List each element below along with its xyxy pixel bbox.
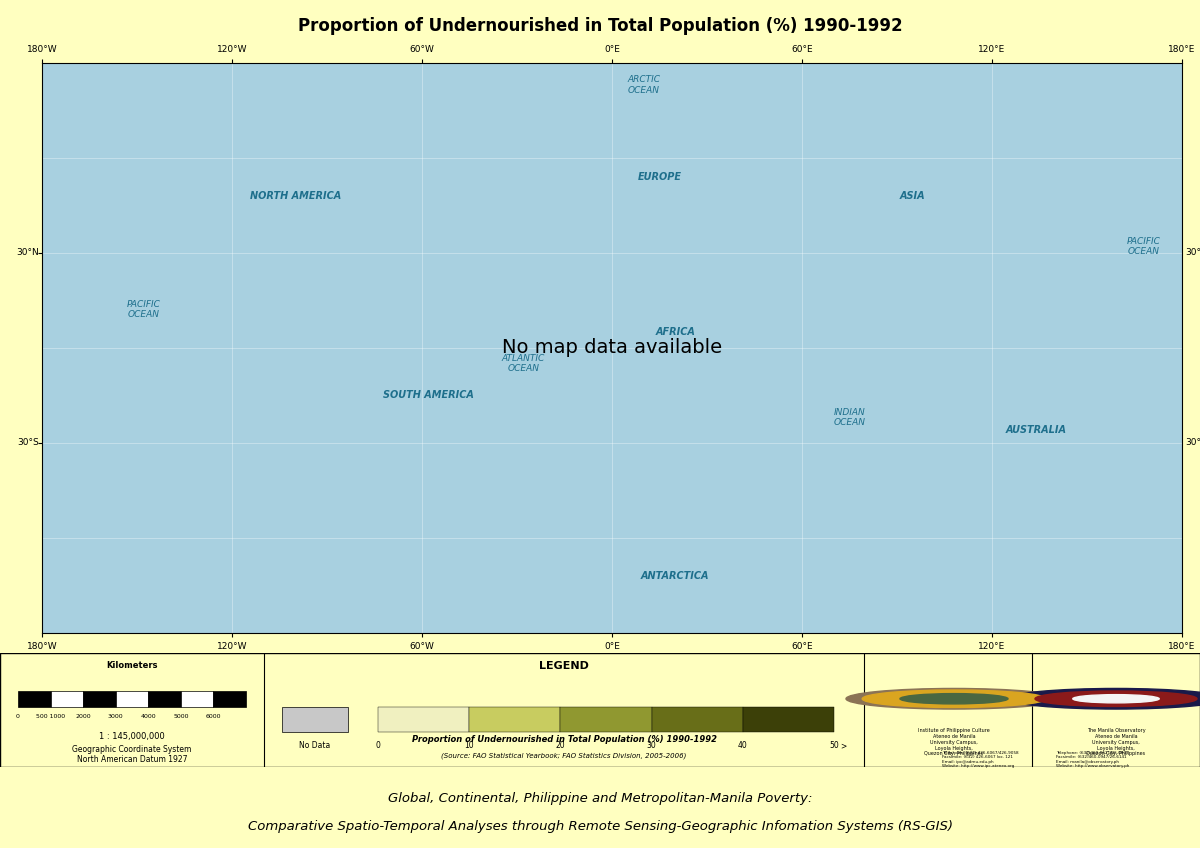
Text: 5000: 5000 — [173, 714, 188, 718]
Text: Telephone: (632) 426-6067/426-9058
Facsimile: (632) 426-6067 loc. 121
Email: ipc: Telephone: (632) 426-6067/426-9058 Facsi… — [942, 750, 1019, 768]
Text: AFRICA: AFRICA — [655, 326, 695, 337]
Text: 6000: 6000 — [205, 714, 221, 718]
Bar — [214, 691, 246, 706]
Bar — [50, 691, 83, 706]
Circle shape — [863, 690, 1046, 707]
Circle shape — [1073, 695, 1159, 703]
Text: 0: 0 — [376, 741, 380, 750]
Text: Proportion of Undernourished in Total Population (%) 1990-1992: Proportion of Undernourished in Total Po… — [298, 17, 902, 35]
Bar — [18, 691, 50, 706]
Text: Telephone: (632)460-9521/26-0837
Facsimile: (632)460-0947/26-6141
Email: manila@: Telephone: (632)460-9521/26-0837 Facsimi… — [1056, 750, 1129, 768]
Text: 30: 30 — [647, 741, 656, 750]
Bar — [282, 706, 348, 732]
Text: 30°N: 30°N — [1186, 248, 1200, 257]
Circle shape — [1034, 691, 1198, 706]
Text: ASIA: ASIA — [900, 191, 925, 201]
Text: PACIFIC
OCEAN: PACIFIC OCEAN — [1127, 237, 1160, 256]
Text: 20: 20 — [556, 741, 565, 750]
Bar — [181, 691, 214, 706]
Text: 500 1000: 500 1000 — [36, 714, 65, 718]
Circle shape — [900, 694, 1008, 704]
Text: No map data available: No map data available — [502, 338, 722, 357]
Text: SOUTH AMERICA: SOUTH AMERICA — [383, 390, 474, 400]
Text: 50: 50 — [829, 741, 839, 750]
Text: 1 : 145,000,000: 1 : 145,000,000 — [100, 732, 164, 741]
Text: ANTARCTICA: ANTARCTICA — [641, 571, 709, 581]
Text: 30°S: 30°S — [1186, 438, 1200, 447]
Text: EUROPE: EUROPE — [637, 171, 682, 181]
Text: 3000: 3000 — [108, 714, 124, 718]
Text: INDIAN
OCEAN: INDIAN OCEAN — [834, 408, 865, 427]
Text: Kilometers: Kilometers — [107, 661, 157, 670]
Bar — [83, 691, 115, 706]
Circle shape — [1008, 689, 1200, 709]
Bar — [469, 706, 560, 732]
Text: (Source: FAO Statistical Yearbook; FAO Statistics Division, 2005-2006): (Source: FAO Statistical Yearbook; FAO S… — [442, 753, 686, 759]
Bar — [378, 706, 469, 732]
Text: No Data: No Data — [299, 741, 331, 750]
Text: 4000: 4000 — [140, 714, 156, 718]
Text: >: > — [840, 741, 846, 750]
Text: 30°N: 30°N — [16, 248, 38, 257]
Bar — [560, 706, 652, 732]
Text: The Manila Observatory
Ateneo de Manila
University Campus,
Loyola Heights,
Quezo: The Manila Observatory Ateneo de Manila … — [1086, 728, 1146, 756]
Text: 40: 40 — [738, 741, 748, 750]
Text: 0: 0 — [16, 714, 20, 718]
Bar — [115, 691, 149, 706]
Bar — [743, 706, 834, 732]
Text: NORTH AMERICA: NORTH AMERICA — [250, 191, 341, 201]
Text: Global, Continental, Philippine and Metropolitan-Manila Poverty:: Global, Continental, Philippine and Metr… — [388, 792, 812, 805]
Text: LEGEND: LEGEND — [539, 661, 589, 671]
Text: North American Datum 1927: North American Datum 1927 — [77, 755, 187, 764]
Circle shape — [846, 689, 1062, 709]
Text: Proportion of Undernourished in Total Population (%) 1990-1992: Proportion of Undernourished in Total Po… — [412, 735, 716, 745]
Text: Institute of Philippine Culture
Ateneo de Manila
University Campus,
Loyola Heigh: Institute of Philippine Culture Ateneo d… — [918, 728, 990, 756]
Text: ARCTIC
OCEAN: ARCTIC OCEAN — [628, 75, 660, 94]
Bar — [652, 706, 743, 732]
Text: Comparative Spatio-Temporal Analyses through Remote Sensing-Geographic Infomatio: Comparative Spatio-Temporal Analyses thr… — [247, 820, 953, 833]
Text: PACIFIC
OCEAN: PACIFIC OCEAN — [126, 300, 161, 320]
Text: 10: 10 — [464, 741, 474, 750]
Text: 30°S: 30°S — [17, 438, 38, 447]
Bar — [149, 691, 181, 706]
Text: Geographic Coordinate System: Geographic Coordinate System — [72, 745, 192, 754]
Text: ATLANTIC
OCEAN: ATLANTIC OCEAN — [502, 354, 545, 373]
Text: 2000: 2000 — [76, 714, 91, 718]
Text: AUSTRALIA: AUSTRALIA — [1006, 425, 1067, 435]
